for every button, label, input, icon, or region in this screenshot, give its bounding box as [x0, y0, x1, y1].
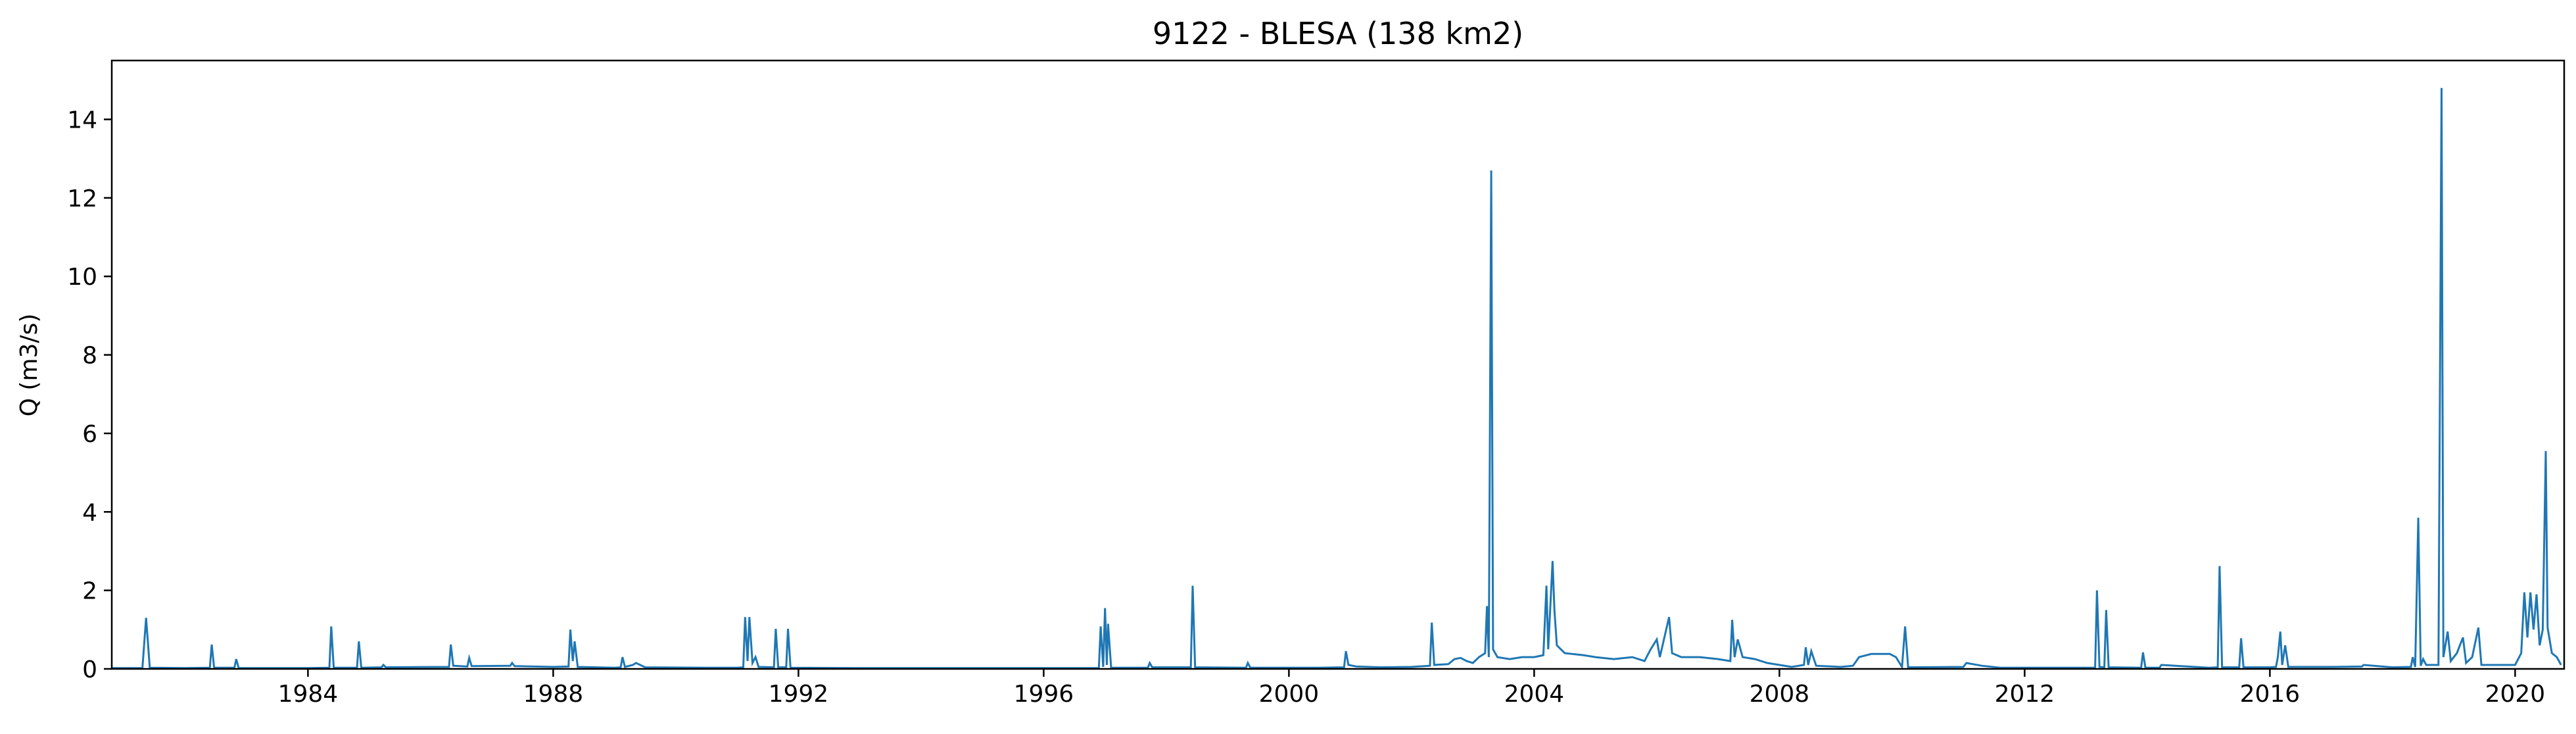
y-tick-label: 2	[82, 578, 97, 605]
x-tick-label: 2020	[2485, 681, 2546, 708]
x-axis: 1984 1988 1992 1996 2000 2004 2008 2012 2016 2020	[278, 669, 2546, 708]
y-tick-label: 0	[82, 656, 97, 683]
x-tick-label: 2016	[2240, 681, 2301, 708]
x-tick-label: 2008	[1750, 681, 1810, 708]
x-tick-label: 1992	[769, 681, 829, 708]
y-tick-label: 14	[67, 107, 97, 134]
x-tick-label: 1988	[523, 681, 584, 708]
x-tick-label: 1984	[278, 681, 339, 708]
x-tick-label: 2000	[1259, 681, 1320, 708]
y-axis-label: Q (m3/s)	[16, 314, 43, 417]
x-tick-label: 2004	[1504, 681, 1565, 708]
plot-frame	[110, 59, 2565, 670]
y-axis: 0 2 4 6 8 10 12 14	[67, 107, 112, 683]
discharge-series-line	[112, 87, 2562, 670]
plot-area	[110, 59, 2565, 670]
series-layer	[112, 87, 2562, 670]
chart-title: 9122 - BLESA (138 km2)	[1153, 16, 1523, 51]
x-tick-label: 1996	[1014, 681, 1074, 708]
y-tick-label: 6	[82, 421, 97, 448]
x-tick-label: 2012	[1995, 681, 2055, 708]
y-tick-label: 10	[67, 264, 97, 291]
y-tick-label: 8	[82, 343, 97, 370]
y-tick-label: 12	[67, 185, 97, 212]
y-tick-label: 4	[82, 499, 97, 526]
